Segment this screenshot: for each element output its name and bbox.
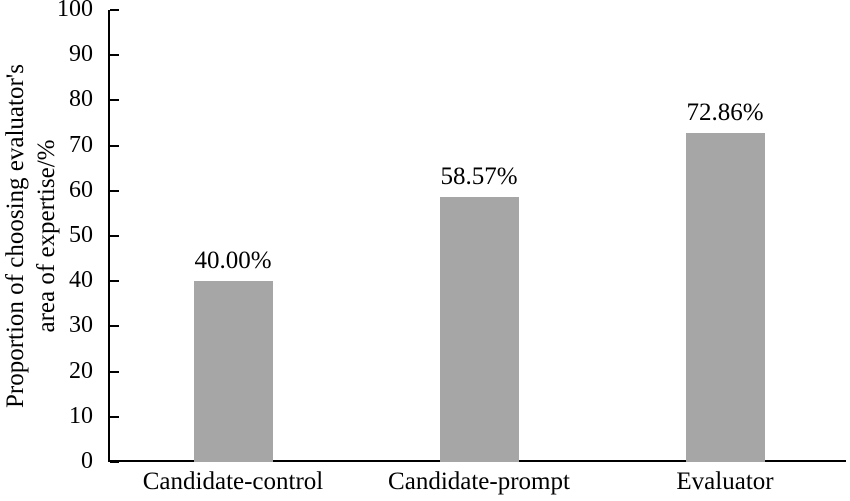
bar-candidate-prompt bbox=[439, 197, 519, 462]
y-tick-label: 30 bbox=[69, 312, 93, 339]
x-category-label: Candidate-control bbox=[142, 468, 324, 495]
bar-value-label: 40.00% bbox=[194, 247, 272, 275]
y-tick-label: 70 bbox=[69, 131, 93, 158]
y-tick-label: 80 bbox=[69, 86, 93, 113]
y-tick-label: 100 bbox=[57, 0, 93, 23]
y-tick-label: 20 bbox=[69, 357, 93, 384]
bar-evaluator bbox=[685, 132, 765, 462]
y-tick-mark bbox=[110, 54, 119, 57]
y-tick-mark bbox=[110, 99, 119, 102]
bar-value-label: 72.86% bbox=[686, 98, 764, 126]
y-tick-mark bbox=[110, 235, 119, 237]
y-tick-label: 40 bbox=[69, 267, 93, 294]
y-tick-mark bbox=[110, 280, 119, 283]
y-tick-mark bbox=[110, 144, 119, 147]
y-tick-mark bbox=[110, 9, 119, 11]
y-tick-mark bbox=[110, 415, 119, 418]
x-category-label: Candidate-prompt bbox=[388, 468, 570, 495]
y-tick-label: 10 bbox=[69, 402, 93, 429]
y-tick-mark bbox=[110, 370, 119, 373]
y-tick-mark bbox=[110, 461, 119, 463]
y-tick-mark bbox=[110, 325, 119, 328]
y-tick-label: 60 bbox=[69, 176, 93, 203]
y-tick-label: 0 bbox=[81, 448, 93, 475]
y-tick-label: 50 bbox=[69, 222, 93, 249]
y-tick-label: 90 bbox=[69, 41, 93, 68]
bar-candidate-control bbox=[193, 281, 273, 462]
y-tick-mark bbox=[110, 189, 119, 192]
bar-value-label: 58.57% bbox=[440, 163, 518, 191]
x-category-label: Evaluator bbox=[676, 468, 774, 495]
